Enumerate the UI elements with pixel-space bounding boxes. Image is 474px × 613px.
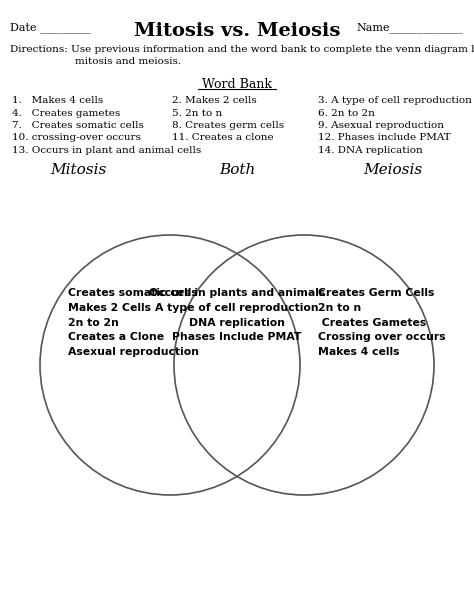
Text: 6. 2n to 2n: 6. 2n to 2n bbox=[318, 109, 375, 118]
Text: Word Bank: Word Bank bbox=[202, 78, 272, 91]
Text: 2. Makes 2 cells: 2. Makes 2 cells bbox=[172, 96, 257, 105]
Text: 7.   Creates somatic cells: 7. Creates somatic cells bbox=[12, 121, 144, 130]
Text: 9. Asexual reproduction: 9. Asexual reproduction bbox=[318, 121, 444, 130]
Text: 10. crossing-over occurs: 10. crossing-over occurs bbox=[12, 134, 141, 142]
Text: Occurs in plants and animals
A type of cell reproduction
DNA replication
Phases : Occurs in plants and animals A type of c… bbox=[149, 288, 325, 343]
Text: mitosis and meiosis.: mitosis and meiosis. bbox=[10, 57, 181, 66]
Text: 4.   Creates gametes: 4. Creates gametes bbox=[12, 109, 120, 118]
Text: 8. Creates germ cells: 8. Creates germ cells bbox=[172, 121, 284, 130]
Text: 12. Phases include PMAT: 12. Phases include PMAT bbox=[318, 134, 451, 142]
Text: Creates somatic cells
Makes 2 Cells
2n to 2n
Creates a Clone
Asexual reproductio: Creates somatic cells Makes 2 Cells 2n t… bbox=[68, 288, 199, 357]
Text: Mitosis: Mitosis bbox=[50, 163, 106, 177]
Text: Directions: Use previous information and the word bank to complete the venn diag: Directions: Use previous information and… bbox=[10, 45, 474, 54]
Text: 13. Occurs in plant and animal cells: 13. Occurs in plant and animal cells bbox=[12, 146, 201, 155]
Text: 3. A type of cell reproduction: 3. A type of cell reproduction bbox=[318, 96, 472, 105]
Text: Mitosis vs. Meiosis: Mitosis vs. Meiosis bbox=[134, 22, 340, 40]
Text: 14. DNA replication: 14. DNA replication bbox=[318, 146, 423, 155]
Text: Name_____________: Name_____________ bbox=[356, 22, 463, 32]
Text: Both: Both bbox=[219, 163, 255, 177]
Text: 1.   Makes 4 cells: 1. Makes 4 cells bbox=[12, 96, 103, 105]
Text: 5. 2n to n: 5. 2n to n bbox=[172, 109, 222, 118]
Text: Creates Germ Cells
2n to n
 Creates Gametes
Crossing over occurs
Makes 4 cells: Creates Germ Cells 2n to n Creates Gamet… bbox=[318, 288, 446, 357]
Text: Meiosis: Meiosis bbox=[364, 163, 423, 177]
Text: 11. Creates a clone: 11. Creates a clone bbox=[172, 134, 273, 142]
Text: Date _________: Date _________ bbox=[10, 22, 91, 32]
